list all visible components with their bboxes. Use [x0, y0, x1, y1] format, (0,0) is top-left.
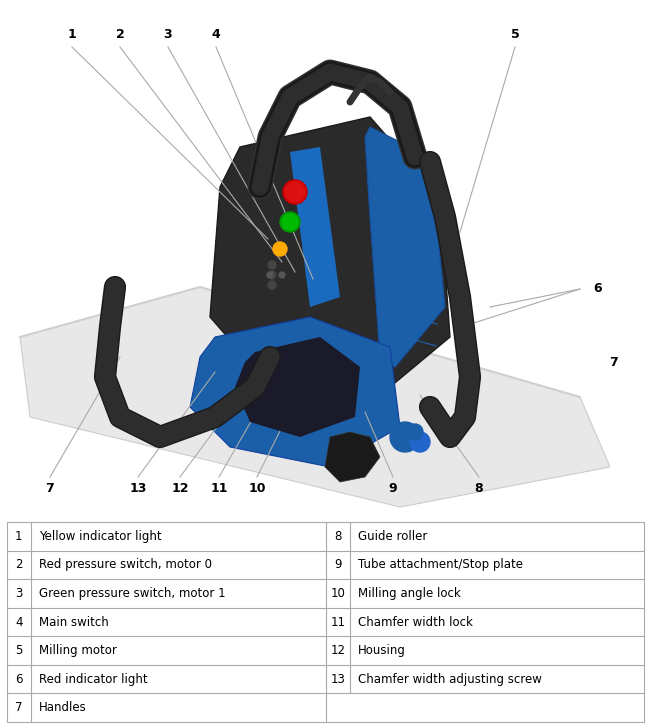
Text: 2: 2 — [116, 28, 124, 41]
Text: 6: 6 — [15, 672, 23, 686]
Text: Green pressure switch, motor 1: Green pressure switch, motor 1 — [39, 587, 226, 600]
Text: 8: 8 — [334, 530, 342, 543]
Text: Main switch: Main switch — [39, 616, 109, 629]
Text: 3: 3 — [15, 587, 23, 600]
Text: Milling angle lock: Milling angle lock — [358, 587, 461, 600]
Polygon shape — [190, 317, 400, 467]
Circle shape — [283, 180, 307, 204]
Text: 4: 4 — [212, 28, 221, 41]
Text: 3: 3 — [163, 28, 173, 41]
Text: Red indicator light: Red indicator light — [39, 672, 148, 686]
Text: 9: 9 — [389, 483, 397, 496]
Text: Red pressure switch, motor 0: Red pressure switch, motor 0 — [39, 558, 212, 571]
Text: 12: 12 — [330, 644, 346, 657]
Circle shape — [279, 272, 285, 278]
Circle shape — [410, 432, 430, 452]
Text: 10: 10 — [248, 483, 266, 496]
Polygon shape — [325, 432, 380, 482]
Text: 1: 1 — [15, 530, 23, 543]
Circle shape — [280, 212, 300, 232]
Text: Housing: Housing — [358, 644, 406, 657]
Polygon shape — [20, 287, 610, 507]
Text: 8: 8 — [475, 483, 483, 496]
Circle shape — [268, 281, 276, 289]
Polygon shape — [235, 337, 360, 437]
Circle shape — [407, 424, 423, 440]
Text: 10: 10 — [331, 587, 345, 600]
Polygon shape — [290, 147, 340, 307]
Circle shape — [285, 182, 305, 202]
Polygon shape — [210, 117, 450, 397]
Circle shape — [273, 242, 287, 256]
Text: Guide roller: Guide roller — [358, 530, 428, 543]
Text: Tube attachment/Stop plate: Tube attachment/Stop plate — [358, 558, 523, 571]
Text: 6: 6 — [594, 283, 602, 295]
Text: Handles: Handles — [39, 702, 87, 714]
Polygon shape — [365, 127, 445, 367]
Text: 5: 5 — [510, 28, 519, 41]
Text: 1: 1 — [68, 28, 76, 41]
Text: 11: 11 — [330, 616, 346, 629]
Circle shape — [267, 272, 273, 278]
Text: 2: 2 — [15, 558, 23, 571]
Text: 13: 13 — [130, 483, 146, 496]
Text: 9: 9 — [334, 558, 342, 571]
Text: Yellow indicator light: Yellow indicator light — [39, 530, 161, 543]
Text: 12: 12 — [171, 483, 189, 496]
Text: Milling motor: Milling motor — [39, 644, 117, 657]
Text: 7: 7 — [46, 483, 55, 496]
Circle shape — [268, 261, 276, 269]
Text: 13: 13 — [331, 672, 345, 686]
Text: 7: 7 — [15, 702, 23, 714]
Text: 11: 11 — [210, 483, 228, 496]
Text: Chamfer width lock: Chamfer width lock — [358, 616, 473, 629]
Text: 4: 4 — [15, 616, 23, 629]
Circle shape — [390, 422, 420, 452]
Text: 7: 7 — [609, 356, 617, 369]
Circle shape — [268, 271, 276, 279]
Text: 5: 5 — [15, 644, 23, 657]
Text: Chamfer width adjusting screw: Chamfer width adjusting screw — [358, 672, 542, 686]
Circle shape — [282, 214, 298, 230]
